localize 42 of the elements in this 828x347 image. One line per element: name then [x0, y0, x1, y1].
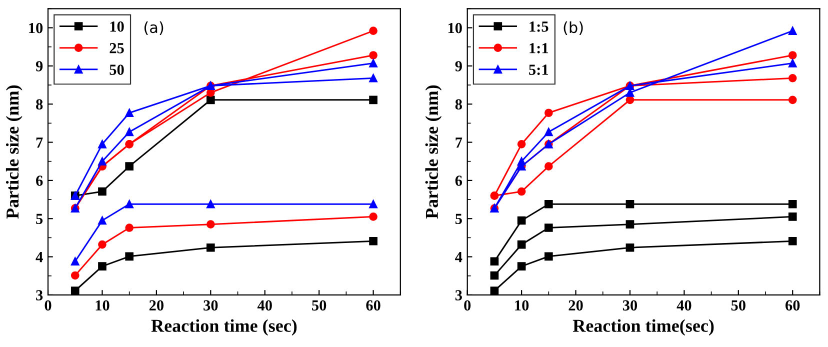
y-axis-title: Particle size (nm) [6, 85, 22, 219]
legend-label: 5:1 [529, 64, 548, 75]
y-tick-label: 7 [36, 138, 43, 148]
y-tick-label: 3 [36, 290, 43, 300]
x-tick-label: 60 [786, 300, 800, 311]
y-tick-label: 8 [455, 99, 462, 110]
legend-label: 1:5 [530, 22, 548, 32]
x-tick-label: 20 [149, 300, 164, 311]
x-tick-label: 40 [257, 300, 272, 311]
y-tick-label: 9 [36, 61, 43, 72]
y-tick-label: 10 [448, 22, 462, 34]
x-axis-title: Reaction time(sec) [572, 319, 714, 336]
x-tick-label: 20 [568, 300, 583, 311]
y-tick-label: 10 [29, 22, 43, 34]
x-tick-label: 60 [366, 300, 380, 311]
y-tick-label: 6 [455, 176, 462, 186]
x-tick-label: 40 [676, 300, 692, 311]
y-tick-label: 9 [455, 61, 462, 72]
legend-label: 10 [110, 21, 124, 32]
y-tick-label: 3 [455, 290, 462, 300]
legend-label: 50 [110, 64, 124, 75]
legend-label: 25 [110, 43, 124, 54]
y-tick-label: 4 [455, 252, 462, 262]
y-axis-title: Particle size (nm) [425, 85, 442, 219]
x-tick-label: 30 [622, 300, 638, 311]
y-tick-label: 4 [36, 252, 43, 262]
x-tick-label: 30 [204, 300, 218, 311]
y-tick-label: 8 [36, 99, 43, 110]
x-tick-label: 50 [312, 300, 326, 311]
y-tick-label: 7 [456, 138, 462, 148]
legend-label: 1:1 [530, 43, 548, 54]
x-tick-label: 50 [731, 300, 746, 311]
x-tick-label: 10 [515, 300, 529, 311]
y-tick-label: 5 [36, 214, 43, 224]
annotation: (a) [144, 21, 164, 35]
x-tick-label: 10 [96, 300, 110, 311]
y-tick-label: 5 [455, 214, 462, 224]
x-tick-label: 0 [464, 300, 471, 311]
annotation: (b) [564, 21, 583, 35]
x-axis-title: Reaction time (sec) [151, 319, 297, 336]
x-tick-label: 0 [44, 300, 52, 311]
y-tick-label: 6 [36, 176, 43, 186]
